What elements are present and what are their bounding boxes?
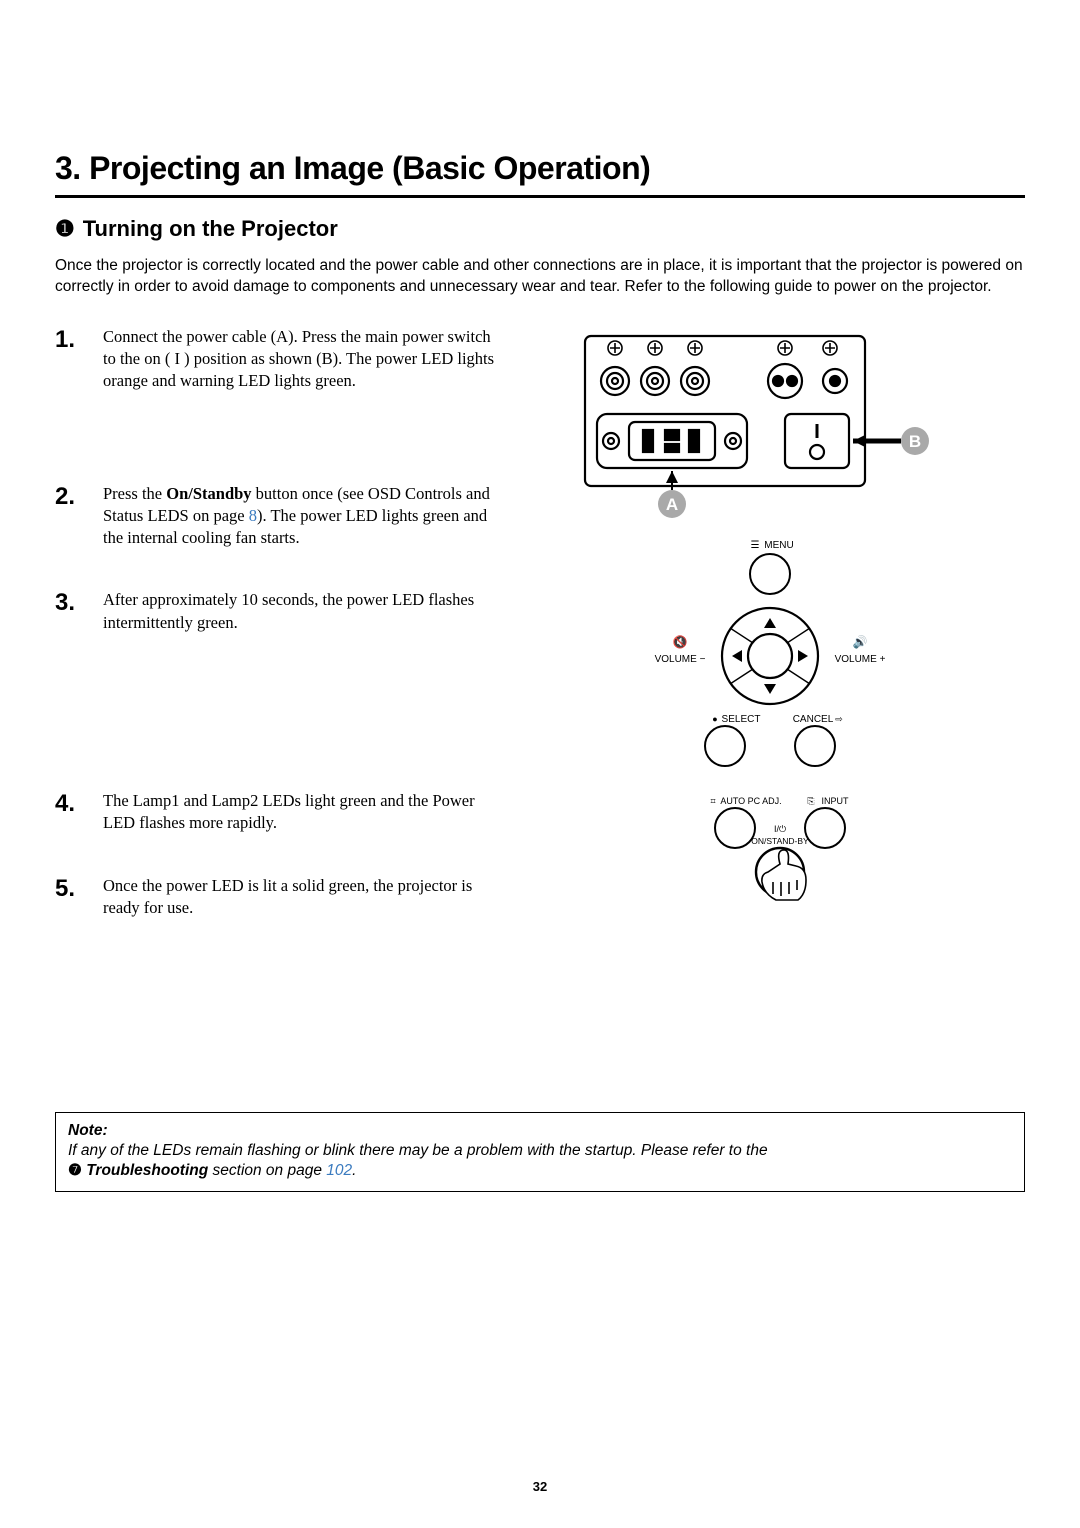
step-number: 4. (55, 792, 81, 835)
steps-area: 1. Connect the power cable (A). Press th… (55, 326, 1025, 1056)
note-box: Note: If any of the LEDs remain flashing… (55, 1112, 1025, 1192)
onstandby-label: ON/STAND-BY (751, 836, 809, 846)
step-1: 1. Connect the power cable (A). Press th… (55, 326, 495, 393)
step-number: 5. (55, 877, 81, 920)
step-number: 3. (55, 591, 81, 634)
volume-minus-label: VOLUME − (655, 654, 706, 665)
step-number: 1. (55, 328, 81, 393)
page-link[interactable]: 102 (326, 1162, 352, 1179)
autopc-label: AUTO PC ADJ. (720, 796, 781, 806)
step-5: 5. Once the power LED is lit a solid gre… (55, 875, 495, 920)
input-icon: ⎘ (807, 796, 814, 806)
menu-label: MENU (764, 540, 793, 551)
menu-icon: ☰ (751, 540, 760, 551)
step-text: Connect the power cable (A). Press the m… (103, 326, 495, 393)
input-label: INPUT (822, 796, 850, 806)
text-part: Press the (103, 484, 166, 503)
figure-area: A B (555, 326, 955, 911)
projector-diagram: A B (555, 326, 955, 906)
step-3: 3. After approximately 10 seconds, the p… (55, 589, 495, 634)
step-2: 2. Press the On/Standby button once (see… (55, 483, 495, 550)
chapter-title: 3. Projecting an Image (Basic Operation) (55, 150, 1025, 198)
step-text: The Lamp1 and Lamp2 LEDs light green and… (103, 790, 495, 835)
select-label: SELECT (722, 714, 761, 725)
autopc-icon: ⌗ (710, 796, 715, 806)
note-text: . (352, 1162, 356, 1179)
io-label: I/⏻ (774, 824, 786, 834)
note-text: If any of the LEDs remain flashing or bl… (68, 1142, 768, 1159)
note-bullet-icon: ❼ (68, 1162, 82, 1179)
volume-plus-label: VOLUME + (835, 654, 886, 665)
step-text: After approximately 10 seconds, the powe… (103, 589, 495, 634)
speaker-minus-icon: 🔇 (673, 635, 688, 649)
page-number: 32 (0, 1479, 1080, 1494)
svg-text:A: A (666, 495, 678, 514)
cancel-label: CANCEL (793, 714, 834, 725)
section-title: Turning on the Projector (83, 216, 338, 242)
note-label: Note: (68, 1122, 108, 1139)
step-text: Press the On/Standby button once (see OS… (103, 483, 495, 550)
cancel-arrow-icon: ⇨ (835, 714, 843, 724)
page: 3. Projecting an Image (Basic Operation)… (0, 0, 1080, 1528)
step-text: Once the power LED is lit a solid green,… (103, 875, 495, 920)
step-4: 4. The Lamp1 and Lamp2 LEDs light green … (55, 790, 495, 835)
intro-paragraph: Once the projector is correctly located … (55, 256, 1025, 298)
select-dot-icon: ● (712, 714, 717, 724)
note-bold: Troubleshooting (86, 1162, 208, 1179)
page-link[interactable]: 8 (249, 506, 257, 525)
svg-text:B: B (909, 432, 921, 451)
note-text: section on page (213, 1162, 327, 1179)
section-heading: ❶ Turning on the Projector (55, 216, 1025, 242)
bold-text: On/Standby (166, 484, 251, 503)
section-bullet-icon: ❶ (55, 216, 75, 242)
speaker-plus-icon: 🔊 (853, 634, 868, 649)
step-number: 2. (55, 485, 81, 550)
